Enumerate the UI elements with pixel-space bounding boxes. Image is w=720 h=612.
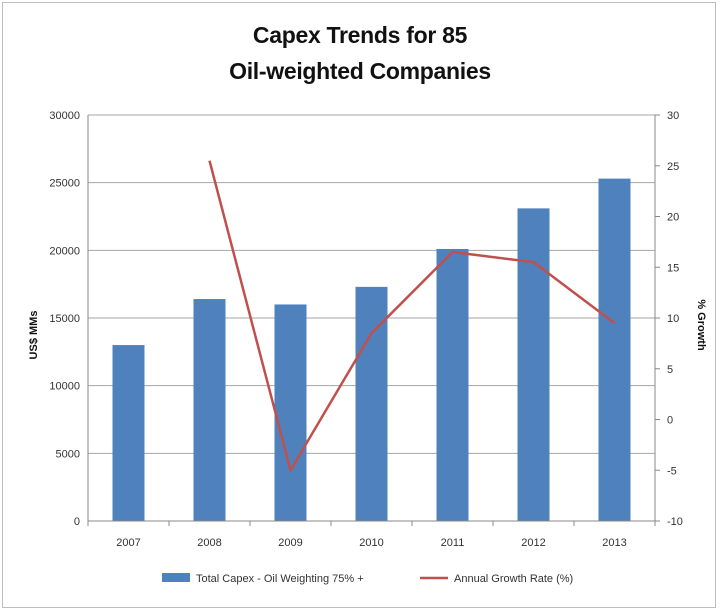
bar [193, 299, 226, 521]
x-tick-label: 2007 [116, 537, 140, 549]
x-tick-label: 2008 [197, 537, 221, 549]
y2-tick-label: -10 [667, 516, 683, 528]
y-tick-label: 25000 [49, 178, 80, 190]
growth-line [208, 160, 616, 472]
bar [598, 178, 631, 521]
legend-swatch-bar [162, 573, 190, 582]
y2-tick-label: 15 [667, 262, 679, 274]
y2-tick-label: 10 [667, 313, 679, 325]
x-tick-label: 2009 [278, 537, 302, 549]
chart-title-line-2: Oil-weighted Companies [229, 58, 491, 84]
x-tick-label: 2011 [441, 537, 465, 549]
line-series [208, 160, 616, 472]
y2-tick-label: -5 [667, 465, 677, 477]
y-axis-label: US$ MMs [28, 311, 40, 360]
y-tick-label: 0 [74, 516, 80, 528]
bar [517, 208, 550, 521]
y-tick-label: 10000 [49, 381, 80, 393]
bar [436, 248, 469, 522]
y-tick-label: 5000 [56, 448, 80, 460]
x-tick-label: 2010 [359, 537, 383, 549]
y2-tick-label: 0 [667, 415, 673, 427]
y2-tick-label: 20 [667, 212, 679, 224]
y-tick-label: 15000 [49, 313, 80, 325]
bar [274, 304, 307, 521]
x-tick-label: 2013 [602, 537, 626, 549]
legend-label-line: Annual Growth Rate (%) [454, 573, 573, 585]
y-tick-label: 30000 [49, 110, 80, 122]
y2-axis-label: % Growth [695, 299, 707, 351]
x-tick-label: 2012 [521, 537, 545, 549]
bar [112, 345, 145, 521]
axes: 0 5000 10000 15000 20000 25000 30000 -10 -5 0 5 10 1… [49, 110, 683, 549]
legend: Total Capex - Oil Weighting 75% + Annual … [162, 573, 573, 585]
chart-title-line-1: Capex Trends for 85 [252, 22, 468, 48]
y-tick-label: 20000 [49, 245, 80, 257]
legend-label-bar: Total Capex - Oil Weighting 75% + [196, 573, 364, 585]
y2-tick-label: 5 [667, 364, 673, 376]
bar [355, 286, 388, 521]
y2-tick-label: 25 [667, 161, 679, 173]
bar-series [112, 178, 631, 522]
y2-tick-label: 30 [667, 110, 679, 122]
